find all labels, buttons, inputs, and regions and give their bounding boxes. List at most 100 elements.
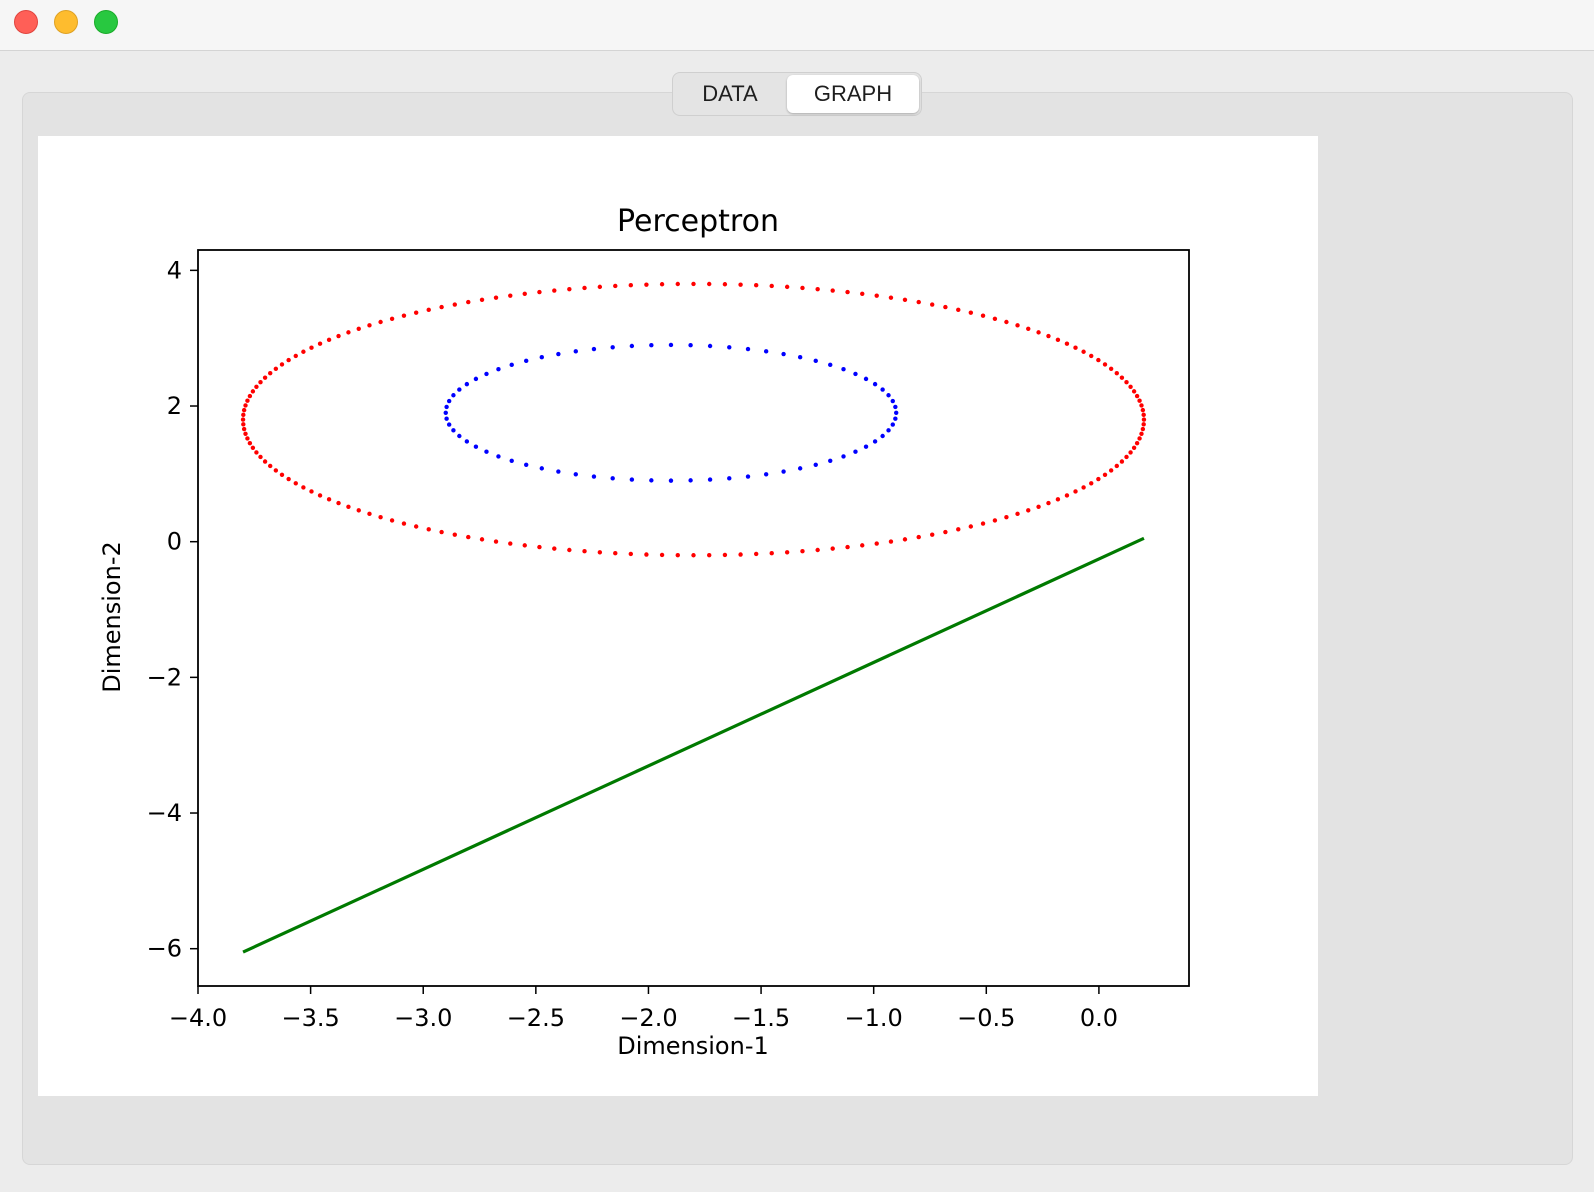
data-point — [591, 474, 597, 479]
data-point — [675, 281, 680, 287]
y-tick-label: −2 — [147, 663, 182, 691]
data-point — [279, 362, 285, 367]
data-point — [464, 381, 470, 387]
data-point — [1026, 508, 1031, 513]
data-point — [356, 326, 361, 332]
data-point — [1102, 472, 1108, 477]
data-point — [1089, 353, 1094, 359]
zoom-window-button[interactable] — [94, 10, 118, 34]
close-window-button[interactable] — [14, 10, 38, 34]
data-point — [243, 403, 248, 408]
data-point — [479, 297, 485, 302]
data-point — [582, 285, 587, 291]
data-point — [262, 459, 268, 464]
data-point — [797, 355, 803, 360]
x-tick-label: −1.0 — [845, 1004, 903, 1032]
data-point — [649, 478, 654, 483]
data-point — [707, 281, 712, 287]
data-point — [537, 544, 542, 550]
data-point — [537, 289, 542, 295]
data-point — [886, 393, 891, 398]
data-point — [597, 284, 603, 290]
data-point — [659, 552, 665, 558]
data-point — [1139, 403, 1144, 408]
data-point — [496, 366, 501, 372]
data-point — [613, 550, 618, 556]
data-point — [539, 355, 544, 360]
data-point — [254, 384, 259, 389]
data-point — [444, 404, 449, 410]
data-point — [597, 550, 603, 555]
data-point — [872, 381, 878, 387]
x-tick-label: −4.0 — [169, 1004, 227, 1032]
data-point — [890, 422, 895, 427]
data-point — [745, 474, 751, 479]
data-point — [539, 466, 544, 471]
data-point — [707, 343, 713, 349]
data-point — [980, 313, 986, 318]
data-point — [738, 552, 743, 557]
x-axis-ticks: −4.0 −3.5 −3.0 −2.5 −2.0 −1.5 −1.0 −0.5 0.0 — [169, 986, 1118, 1032]
data-point — [268, 370, 273, 376]
data-point — [524, 462, 529, 467]
data-point — [326, 337, 332, 343]
data-point — [254, 450, 259, 455]
data-point — [1128, 384, 1133, 389]
data-point — [880, 433, 885, 439]
data-point — [943, 304, 948, 310]
data-point — [241, 412, 246, 418]
data-point — [1096, 357, 1101, 363]
data-point — [610, 476, 615, 481]
data-point — [241, 407, 247, 413]
data-point — [567, 286, 572, 292]
tab-data[interactable]: DATA — [702, 81, 758, 106]
data-point — [1124, 454, 1129, 460]
data-point — [610, 345, 615, 350]
data-point — [273, 468, 279, 473]
data-point — [522, 543, 527, 548]
data-point — [968, 524, 974, 529]
chart-title: Perceptron — [617, 204, 779, 239]
data-point — [1131, 389, 1137, 394]
data-point — [841, 454, 846, 459]
data-point — [1140, 426, 1146, 432]
data-point — [1026, 326, 1031, 332]
tab-graph[interactable]: GRAPH — [787, 75, 919, 113]
data-point — [629, 343, 635, 349]
minimize-window-button[interactable] — [54, 10, 78, 34]
data-point — [1004, 319, 1009, 325]
y-tick-label: −6 — [147, 935, 182, 963]
plot-area-frame — [197, 249, 1190, 987]
data-point — [336, 333, 341, 339]
data-point — [286, 357, 291, 363]
data-point — [457, 387, 462, 392]
data-point — [722, 552, 728, 558]
data-point — [484, 449, 489, 454]
data-point — [644, 552, 649, 557]
x-tick-label: −3.5 — [281, 1004, 339, 1032]
data-point — [797, 466, 803, 471]
data-point — [956, 527, 961, 532]
series-1-points — [443, 342, 899, 483]
data-point — [262, 375, 268, 380]
data-point — [675, 552, 680, 558]
tab-selector: DATA GRAPH — [672, 72, 922, 116]
data-point — [688, 343, 693, 348]
data-point — [992, 316, 998, 321]
data-point — [668, 478, 674, 483]
data-point — [753, 551, 759, 557]
data-point — [1081, 485, 1086, 490]
data-point — [872, 439, 878, 444]
x-tick-label: −2.5 — [507, 1004, 565, 1032]
y-tick-label: 4 — [167, 256, 182, 284]
data-point — [930, 302, 935, 307]
y-axis-ticks: 4 2 0 −2 −4 −6 — [147, 256, 198, 963]
data-point — [841, 366, 846, 372]
data-point — [451, 428, 456, 433]
data-point — [880, 387, 885, 392]
data-point — [273, 366, 279, 371]
data-point — [629, 477, 635, 482]
data-point — [781, 351, 786, 357]
data-point — [439, 304, 444, 310]
data-point — [1134, 393, 1140, 399]
